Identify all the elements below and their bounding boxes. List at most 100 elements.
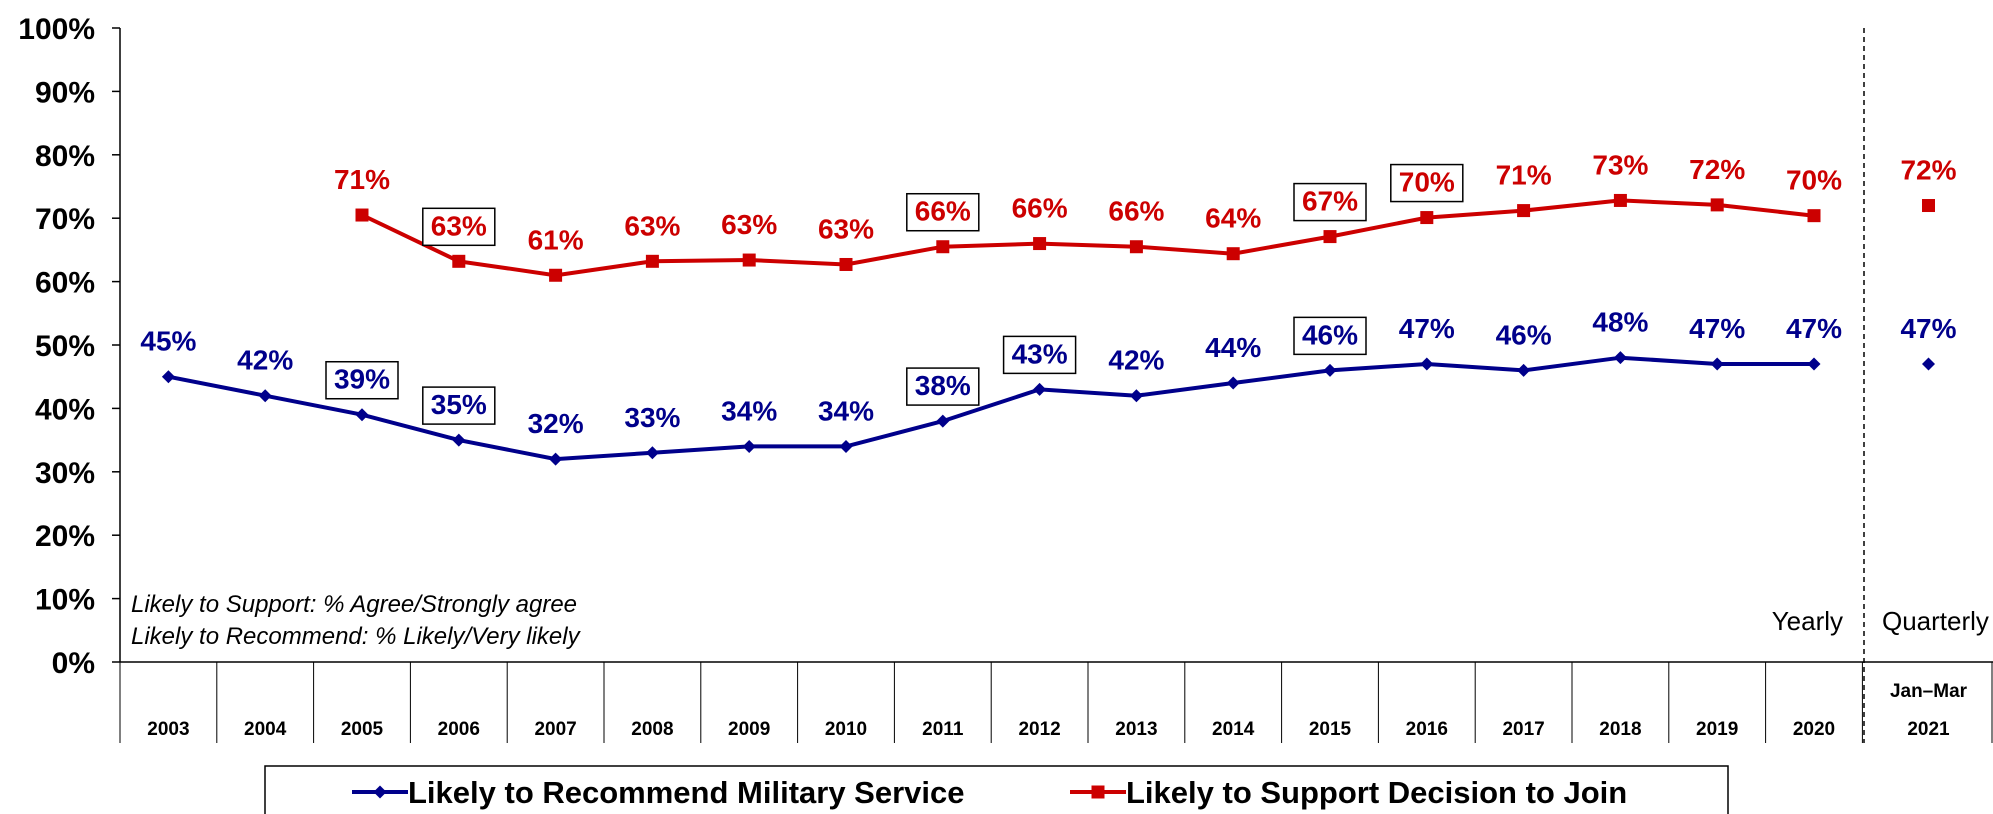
data-point <box>645 254 659 268</box>
data-point <box>452 254 466 268</box>
y-tick-label: 100% <box>18 13 95 46</box>
panel-label-yearly: Yearly <box>1772 606 1843 636</box>
y-tick-label: 10% <box>35 584 95 617</box>
data-label: 47% <box>1786 313 1842 344</box>
y-tick-label: 30% <box>35 457 95 490</box>
data-point-quarterly <box>1922 357 1935 371</box>
series-line <box>361 198 1815 278</box>
data-label: 47% <box>1689 313 1745 344</box>
data-label-box <box>906 367 980 406</box>
data-label: 70% <box>1786 165 1842 196</box>
data-label: 66% <box>915 196 971 227</box>
panel-label-quarterly: Quarterly <box>1882 606 1989 636</box>
data-point <box>1807 209 1821 223</box>
legend: Likely to Recommend Military Service Like… <box>264 765 1729 814</box>
data-label: 63% <box>721 209 777 240</box>
x-axis: 2003 2004 2005 2006 2007 2008 2009 2010 2011 2012… <box>119 661 1993 743</box>
data-point <box>1420 211 1434 225</box>
x-tick-label: 2006 <box>438 719 480 740</box>
data-point <box>355 408 369 422</box>
data-point <box>1129 389 1143 403</box>
data-point <box>161 370 175 384</box>
y-tick-label: 50% <box>35 330 95 363</box>
data-label: 42% <box>1108 345 1164 376</box>
y-tick-label: 60% <box>35 267 95 300</box>
data-point <box>1323 230 1337 244</box>
data-point-quarterly <box>1922 199 1935 213</box>
series-support <box>355 193 1935 282</box>
data-point <box>549 268 563 282</box>
data-label: 63% <box>431 210 487 241</box>
data-label-box <box>1293 182 1367 222</box>
data-point <box>549 452 563 466</box>
data-label-box <box>422 207 496 247</box>
series-layer <box>161 193 1935 466</box>
data-point <box>1517 363 1531 377</box>
x-tick-label: 2007 <box>534 719 576 740</box>
data-label: 45% <box>140 326 196 357</box>
data-label-box <box>1002 335 1077 375</box>
data-label: 34% <box>818 395 874 426</box>
x-tick-label-quarter-year: 2021 <box>1907 719 1950 740</box>
data-labels: 45% 42% 39% 35% 32% 33% 34% 34% 38% 43% 42% 44% 46% 4… <box>140 149 1956 439</box>
data-point <box>1613 193 1627 207</box>
y-tick-label: 70% <box>35 203 95 236</box>
x-tick-label: 2003 <box>147 719 189 740</box>
x-tick-label: 2017 <box>1502 719 1544 740</box>
data-label: 38% <box>915 370 971 401</box>
data-point <box>936 414 950 428</box>
data-point <box>742 439 756 453</box>
data-point <box>452 433 466 447</box>
data-label-box <box>1293 316 1367 356</box>
data-label: 33% <box>624 402 680 433</box>
x-tick-label: 2016 <box>1406 719 1448 740</box>
data-label: 46% <box>1302 319 1358 350</box>
data-label-box <box>1390 163 1464 203</box>
data-label: 44% <box>1205 332 1261 363</box>
data-label: 32% <box>528 408 584 439</box>
y-tick-label: 80% <box>35 140 95 173</box>
data-label: 72% <box>1689 154 1745 185</box>
x-tick-label: 2019 <box>1696 719 1738 740</box>
data-point <box>936 240 950 254</box>
y-tick-label: 20% <box>35 520 95 553</box>
legend-swatch-marker <box>1091 785 1105 799</box>
y-tick-label: 40% <box>35 393 95 426</box>
data-label: 47% <box>1399 313 1455 344</box>
data-label: 61% <box>528 224 584 255</box>
data-point <box>1710 357 1724 371</box>
data-label: 71% <box>1496 160 1552 191</box>
data-point <box>1226 376 1240 390</box>
y-tick-label: 90% <box>35 76 95 109</box>
data-label: 43% <box>1012 338 1068 369</box>
data-label-box <box>906 192 980 232</box>
x-tick-label: 2008 <box>631 719 673 740</box>
data-point <box>258 389 272 403</box>
data-label: 71% <box>334 164 390 195</box>
x-tick-label: 2011 <box>922 719 964 740</box>
x-tick-label: 2012 <box>1018 719 1060 740</box>
data-label: 46% <box>1496 319 1552 350</box>
y-axis: 0% 10% 20% 30% 40% 50% 60% 70% 80% 90% 100% <box>18 13 121 680</box>
data-point <box>742 253 756 267</box>
data-point <box>1420 357 1434 371</box>
data-point <box>1710 198 1724 212</box>
data-point <box>1323 363 1337 377</box>
x-tick-label: 2013 <box>1115 719 1157 740</box>
chart-notes: Likely to Support: % Agree/Strongly agre… <box>131 591 1989 650</box>
data-label: 42% <box>237 345 293 376</box>
x-tick-label: 2018 <box>1599 719 1641 740</box>
series-line <box>168 355 1814 462</box>
y-tick-label: 0% <box>52 647 95 680</box>
data-label: 39% <box>334 364 390 395</box>
data-point <box>1807 357 1821 371</box>
note-recommend: Likely to Recommend: % Likely/Very likel… <box>131 623 582 650</box>
data-label: 67% <box>1302 186 1358 217</box>
data-point <box>1129 240 1143 254</box>
legend-label: Likely to Recommend Military Service <box>408 775 965 810</box>
data-point <box>1613 351 1627 365</box>
data-label: 63% <box>818 213 874 244</box>
data-label-box <box>422 386 496 425</box>
data-label: 34% <box>721 395 777 426</box>
